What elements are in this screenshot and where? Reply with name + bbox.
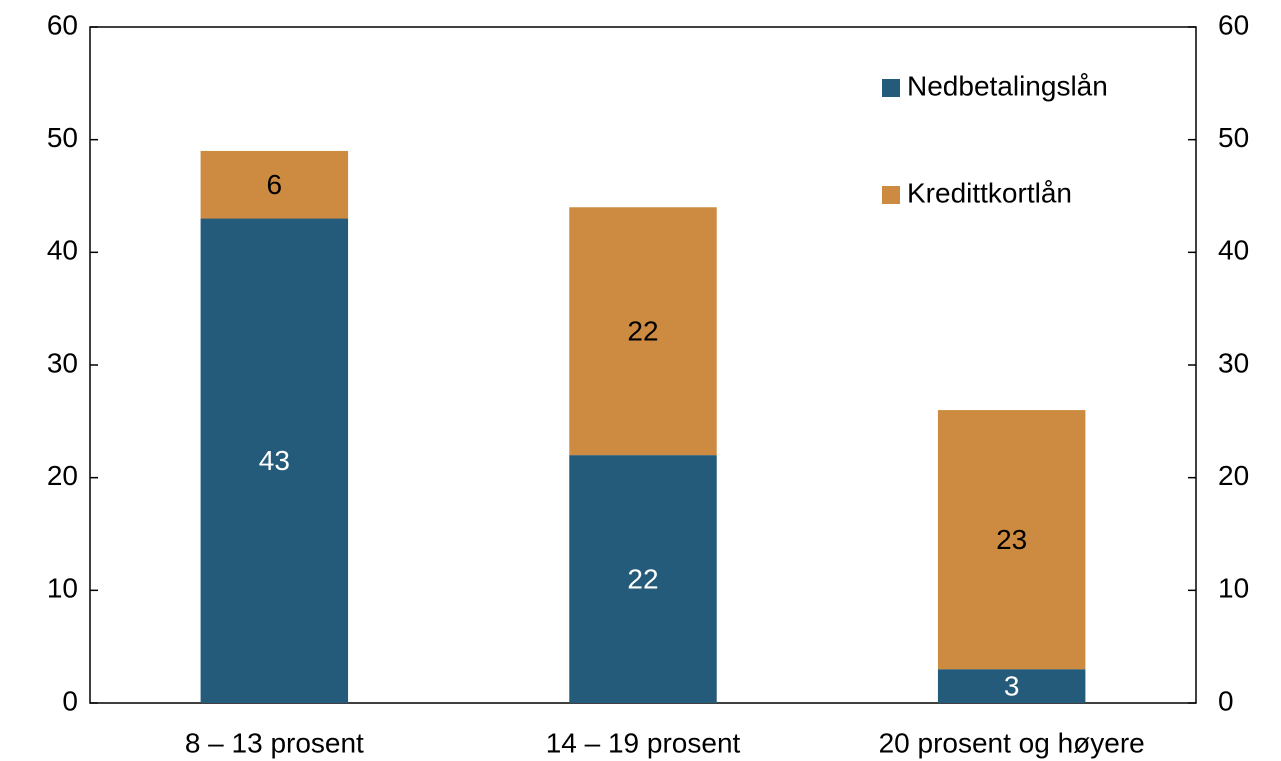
y-tick-label: 0 (62, 685, 78, 716)
bar-segment (569, 207, 717, 456)
y2-tick-label: 60 (1218, 9, 1249, 40)
bar-segment (937, 410, 1086, 670)
y2-tick-label: 20 (1218, 460, 1249, 491)
y-tick-label: 10 (47, 573, 78, 604)
legend-swatch (882, 79, 900, 97)
y-tick-label: 20 (47, 460, 78, 491)
y2-tick-label: 30 (1218, 347, 1249, 378)
x-tick-label: 14 – 19 prosent (546, 727, 741, 758)
legend-label: Kredittkortlån (907, 177, 1072, 208)
x-tick-label: 8 – 13 prosent (185, 727, 364, 758)
x-tick-label: 20 prosent og høyere (879, 727, 1145, 758)
bar-segment (200, 218, 349, 704)
data-label: 3 (1004, 670, 1020, 701)
y-tick-label: 40 (47, 235, 78, 266)
y-tick-label: 60 (47, 9, 78, 40)
y2-tick-label: 40 (1218, 235, 1249, 266)
bar-segment (200, 150, 349, 219)
y2-tick-label: 50 (1218, 122, 1249, 153)
legend-swatch (882, 186, 900, 204)
data-label: 22 (627, 563, 658, 594)
data-label: 22 (627, 316, 658, 347)
y2-tick-label: 10 (1218, 573, 1249, 604)
y-tick-label: 50 (47, 122, 78, 153)
y2-tick-label: 0 (1218, 685, 1234, 716)
data-label: 6 (267, 169, 283, 200)
bar-segment (937, 669, 1086, 703)
data-label: 23 (996, 524, 1027, 555)
legend-label: Nedbetalingslån (907, 70, 1108, 101)
data-label: 43 (259, 445, 290, 476)
bar-segment (569, 455, 717, 703)
y-tick-label: 30 (47, 347, 78, 378)
